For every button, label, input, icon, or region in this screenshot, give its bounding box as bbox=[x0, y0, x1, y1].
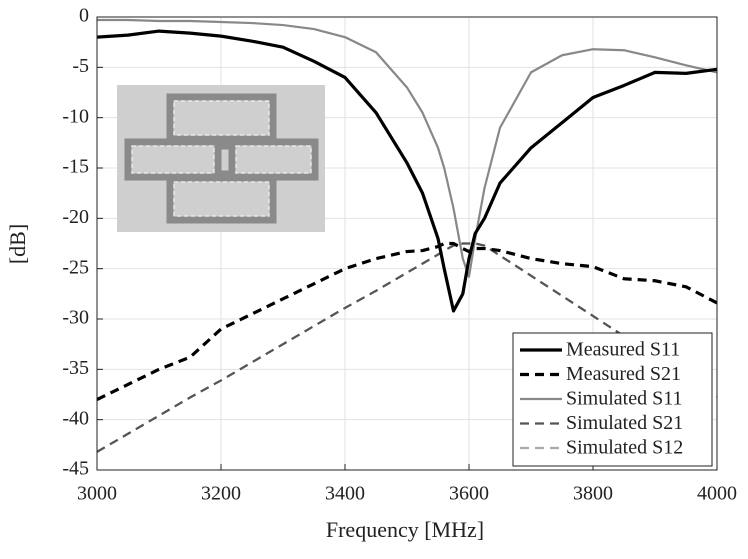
plot-frame bbox=[96, 16, 718, 471]
series-line bbox=[97, 18, 718, 278]
y-tick-label: -10 bbox=[62, 105, 89, 127]
x-tick-label: 3400 bbox=[325, 483, 365, 505]
legend-label: Measured S11 bbox=[566, 339, 680, 361]
y-tick-label: -5 bbox=[72, 55, 89, 77]
legend-label: Simulated S21 bbox=[566, 412, 683, 434]
y-tick-label: -20 bbox=[62, 206, 89, 228]
y-tick-label: -35 bbox=[62, 357, 89, 379]
y-tick-label: -40 bbox=[62, 407, 89, 429]
legend-label: Measured S21 bbox=[566, 363, 681, 385]
x-axis-label: Frequency [MHz] bbox=[326, 517, 484, 542]
x-tick-label: 4000 bbox=[697, 483, 737, 505]
x-tick-label: 3000 bbox=[77, 483, 117, 505]
y-tick-label: -45 bbox=[62, 458, 89, 480]
legend-label: Simulated S11 bbox=[566, 388, 682, 410]
x-tick-label: 3600 bbox=[449, 483, 489, 505]
series-line bbox=[96, 29, 718, 313]
x-tick-label: 3200 bbox=[201, 483, 241, 505]
inset-photo bbox=[117, 85, 325, 232]
legend-label: Simulated S12 bbox=[566, 437, 683, 459]
x-tick-label: 3800 bbox=[573, 483, 613, 505]
series-line bbox=[96, 242, 718, 453]
series-line bbox=[96, 241, 718, 401]
y-tick-label: -30 bbox=[62, 307, 89, 329]
y-tick-label: 0 bbox=[79, 5, 89, 27]
y-axis-label: [dB] bbox=[5, 224, 30, 264]
y-tick-label: -25 bbox=[62, 256, 89, 278]
y-tick-label: -15 bbox=[62, 156, 89, 178]
